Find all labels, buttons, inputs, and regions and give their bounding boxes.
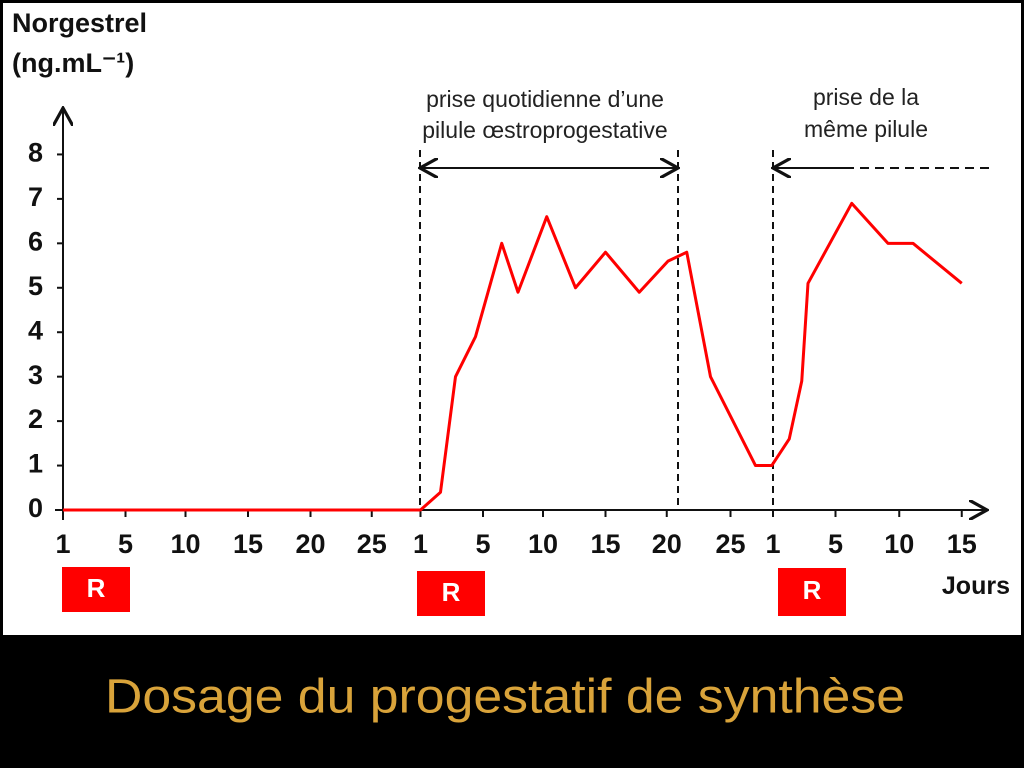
y-tick-label: 5 [28,271,43,301]
x-tick-label: 1 [413,529,428,559]
annotation: pilule œstroprogestative [422,117,667,143]
x-tick-label: 25 [715,529,745,559]
x-tick-label: 10 [884,529,914,559]
x-tick-label: 20 [295,529,325,559]
period-marker-label: R [87,573,106,603]
period-marker [62,567,130,612]
y-tick-label: 7 [28,182,43,212]
y-tick-label: 0 [28,493,43,523]
x-tick-label: 5 [475,529,490,559]
y-tick-label: 1 [28,449,43,479]
y-tick-label: 6 [28,226,43,256]
title-bar [0,635,1024,768]
y-tick-label: 3 [28,360,43,390]
y-tick-label: 2 [28,404,43,434]
x-tick-label: 15 [233,529,263,559]
x-tick-label: 1 [55,529,70,559]
x-axis-label: Jours [942,572,1010,600]
x-tick-label: 1 [765,529,780,559]
period-marker [417,571,485,616]
annotation: prise quotidienne d’une [426,86,664,112]
period-marker [778,568,846,616]
slide-title: Dosage du progestatif de synthèse [105,671,905,724]
annotation: prise de la [813,84,919,110]
x-tick-label: 10 [170,529,200,559]
x-tick-label: 20 [652,529,682,559]
period-marker-label: R [442,577,461,607]
chart-background [3,3,1021,635]
y-tick-label: 8 [28,138,43,168]
y-axis-label: Norgestrel [12,8,147,38]
data-line [63,201,963,512]
period-marker-label: R [803,575,822,605]
y-tick-label: 4 [28,315,43,345]
x-tick-label: 5 [118,529,133,559]
x-tick-label: 10 [528,529,558,559]
x-tick-label: 25 [357,529,387,559]
x-tick-label: 15 [947,529,977,559]
x-tick-label: 5 [828,529,843,559]
x-tick-label: 15 [590,529,620,559]
annotation: même pilule [804,116,928,142]
y-axis-label: (ng.mL⁻¹) [12,48,134,78]
